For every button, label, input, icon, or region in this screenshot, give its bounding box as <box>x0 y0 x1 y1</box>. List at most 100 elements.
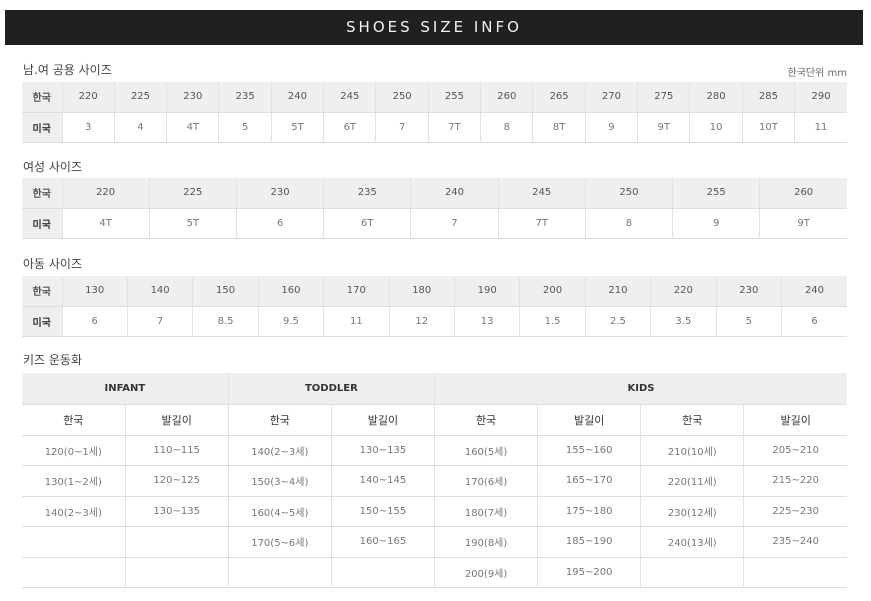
page-banner: SHOES SIZE INFO <box>5 10 863 45</box>
size-cell: 200 <box>519 276 586 307</box>
size-cell: 4T <box>61 208 150 239</box>
size-cell: 140 <box>126 276 193 307</box>
column-header: 발길이 <box>537 404 641 436</box>
table-row-kr: 한국 220 225 230 235 240 245 250 255 260 <box>22 178 847 209</box>
children-size-table: 한국 130 140 150 160 170 180 190 200 210 220 230 240 미국… <box>22 276 847 337</box>
column-header: 발길이 <box>124 404 229 436</box>
size-cell: 6 <box>61 306 128 337</box>
group-header-row: INFANT TODDLER KIDS <box>22 373 847 405</box>
size-cell: 9T <box>637 112 690 143</box>
size-cell: 260 <box>480 82 533 113</box>
size-cell: 7 <box>126 306 193 337</box>
table-row: 200(9세) 195~200 <box>22 557 847 588</box>
size-cell: 225 <box>113 82 167 113</box>
table-row: 140(2~3세) 130~135 160(4~5세) 150~155 180(7세) 1… <box>22 496 847 527</box>
size-cell: 9 <box>584 112 638 143</box>
size-cell: 11 <box>794 112 847 143</box>
table-row-kr: 한국 130 140 150 160 170 180 190 200 210 220 230 240 <box>22 276 847 307</box>
size-cell: 130 <box>61 276 128 307</box>
size-cell <box>124 526 229 558</box>
size-cell: 175~180 <box>537 496 641 527</box>
size-cell: 230 <box>235 178 324 209</box>
size-cell: 150~155 <box>330 496 435 527</box>
size-cell: 225~230 <box>743 496 847 527</box>
size-cell: 2.5 <box>584 306 651 337</box>
size-cell: 170 <box>323 276 390 307</box>
size-cell: 235 <box>323 178 411 209</box>
size-cell <box>330 557 435 588</box>
size-cell: 220 <box>61 178 150 209</box>
size-cell: 5T <box>148 208 237 239</box>
group-header: TODDLER <box>227 373 435 405</box>
row-label: 미국 <box>22 208 62 239</box>
unit-note: 한국단위 mm <box>787 68 847 79</box>
size-cell: 150 <box>192 276 259 307</box>
size-cell: 235~240 <box>743 526 847 558</box>
unisex-size-table: 한국 220 225 230 235 240 245 250 255 260 265 270 275 28… <box>22 82 847 143</box>
size-cell: 3.5 <box>650 306 717 337</box>
size-cell: 160~165 <box>330 526 435 558</box>
size-cell: 220 <box>650 276 717 307</box>
size-cell: 140~145 <box>330 465 435 497</box>
column-header: 한국 <box>640 404 744 436</box>
group-header: INFANT <box>22 373 229 405</box>
size-cell: 9 <box>672 208 760 239</box>
size-cell: 1.5 <box>519 306 586 337</box>
size-cell: 240 <box>270 82 324 113</box>
size-cell: 140(2~3세) <box>22 496 126 527</box>
column-header: 발길이 <box>330 404 435 436</box>
size-cell: 11 <box>323 306 390 337</box>
size-cell: 8T <box>532 112 586 143</box>
size-cell: 10 <box>689 112 743 143</box>
size-cell: 5 <box>218 112 272 143</box>
size-cell: 245 <box>497 178 586 209</box>
size-cell: 130(1~2세) <box>22 465 126 497</box>
size-cell: 200(9세) <box>433 557 538 588</box>
size-cell: 240 <box>780 276 847 307</box>
size-cell: 220 <box>61 82 115 113</box>
size-cell: 215~220 <box>743 465 847 497</box>
size-cell: 9.5 <box>257 306 324 337</box>
size-cell: 225 <box>148 178 237 209</box>
size-cell: 230 <box>166 82 219 113</box>
size-cell: 120~125 <box>124 465 229 497</box>
size-cell: 205~210 <box>743 435 847 466</box>
size-cell: 235 <box>218 82 272 113</box>
size-cell: 210 <box>584 276 651 307</box>
women-size-table: 한국 220 225 230 235 240 245 250 255 260 미국 4T 5T 6 6T 7 7… <box>22 178 847 239</box>
size-cell: 120(0~1세) <box>22 435 126 466</box>
table-row-kr: 한국 220 225 230 235 240 245 250 255 260 265 270 275 28… <box>22 82 847 113</box>
size-cell <box>227 557 332 588</box>
size-cell: 250 <box>375 82 429 113</box>
size-cell: 155~160 <box>537 435 641 466</box>
size-cell: 7T <box>427 112 481 143</box>
size-cell: 170(5~6세) <box>227 526 332 558</box>
size-cell: 275 <box>637 82 690 113</box>
size-cell: 10T <box>741 112 795 143</box>
size-cell: 180 <box>388 276 455 307</box>
women-title: 여성 사이즈 <box>23 160 83 174</box>
size-cell: 5T <box>270 112 324 143</box>
size-cell: 185~190 <box>537 526 641 558</box>
table-row-us: 미국 4T 5T 6 6T 7 7T 8 9 9T <box>22 208 847 239</box>
row-label: 미국 <box>22 306 62 337</box>
kids-shoes-title: 키즈 운동화 <box>23 353 83 367</box>
size-cell: 190 <box>453 276 520 307</box>
size-cell: 270 <box>584 82 638 113</box>
column-header: 발길이 <box>743 404 847 436</box>
size-cell: 280 <box>689 82 743 113</box>
size-cell: 230(12세) <box>640 496 744 527</box>
table-row-us: 미국 3 4 4T 5 5T 6T 7 7T 8 8T 9 9T 10 10T 11 <box>22 112 847 143</box>
size-cell: 255 <box>427 82 481 113</box>
table-row: 130(1~2세) 120~125 150(3~4세) 140~145 170(6세) 1… <box>22 465 847 497</box>
column-header: 한국 <box>22 404 126 436</box>
row-label: 한국 <box>22 82 62 113</box>
size-cell <box>22 557 126 588</box>
size-cell: 6 <box>780 306 847 337</box>
size-cell <box>743 557 847 588</box>
size-cell <box>640 557 744 588</box>
size-cell: 180(7세) <box>433 496 538 527</box>
kids-shoes-table: INFANT TODDLER KIDS 한국 발길이 한국 발길이 한국 발길이 한국 발길이 120… <box>22 373 847 588</box>
size-cell <box>124 557 229 588</box>
size-cell: 245 <box>323 82 376 113</box>
